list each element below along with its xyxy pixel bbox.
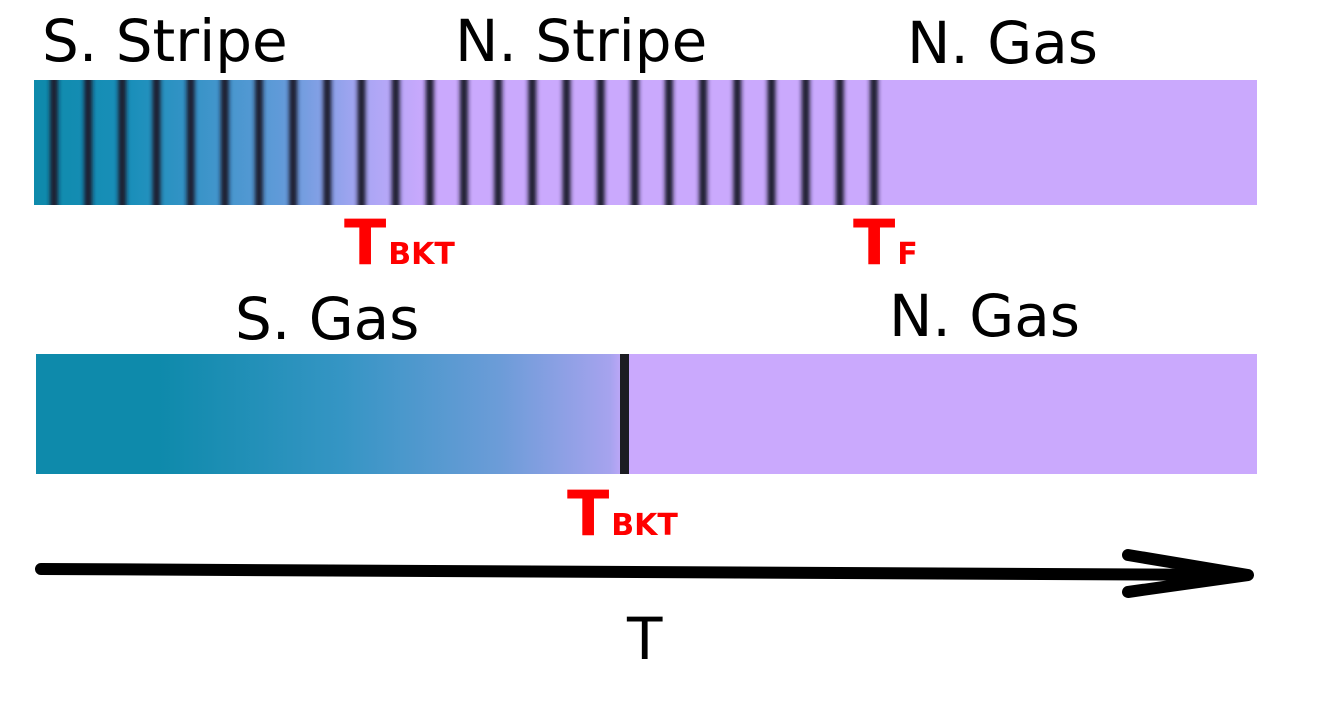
stripe-line	[84, 80, 93, 205]
stripe-line	[357, 80, 366, 205]
axis-shaft	[35, 563, 1246, 581]
stripe-line	[767, 80, 776, 205]
t-f-marker: TF	[853, 212, 918, 274]
stripe-line	[289, 80, 298, 205]
transition-line	[620, 354, 629, 474]
stripe-line	[118, 80, 127, 205]
stripe-line	[870, 80, 878, 205]
stripe-line	[562, 80, 571, 205]
n-gas-label-top: N. Gas	[907, 9, 1098, 77]
axis-label: T	[627, 605, 663, 673]
stripe-line	[699, 80, 708, 205]
stripe-phase-bar	[34, 80, 1257, 205]
stripe-line	[494, 80, 503, 205]
stripe-line	[255, 80, 263, 205]
gas-phase-bar	[36, 354, 1257, 474]
stripe-line	[152, 80, 161, 205]
t-f-sub: F	[897, 237, 918, 272]
stripe-line	[801, 80, 810, 205]
n-gas-label-bottom: N. Gas	[889, 282, 1080, 350]
stripe-line	[425, 80, 434, 205]
stripe-line	[630, 80, 639, 205]
stripe-line	[323, 80, 332, 205]
stripe-line	[733, 80, 742, 205]
stripe-line	[186, 80, 195, 205]
stripe-line	[220, 80, 229, 205]
stripe-line	[460, 80, 468, 205]
s-gas-label: S. Gas	[235, 285, 420, 353]
stripe-line	[391, 80, 400, 205]
t-bkt-marker-bottom: TBKT	[567, 483, 678, 545]
t-bkt-main: T	[344, 206, 387, 279]
s-stripe-label: S. Stripe	[42, 7, 288, 75]
stripe-line	[528, 80, 537, 205]
arrow-head	[1122, 549, 1254, 598]
t-f-main: T	[853, 206, 896, 279]
gas-bar-background	[36, 354, 1257, 474]
t-bkt-main-bottom: T	[567, 477, 610, 550]
n-stripe-label: N. Stripe	[455, 7, 708, 75]
stripe-line	[665, 80, 673, 205]
t-bkt-sub: BKT	[388, 237, 455, 272]
stripe-lines	[50, 80, 878, 205]
stripe-line	[596, 80, 605, 205]
stripe-line	[835, 80, 844, 205]
stripe-bar-background	[34, 80, 1257, 205]
t-bkt-sub-bottom: BKT	[611, 508, 678, 543]
t-bkt-marker-top: TBKT	[344, 212, 455, 274]
stripe-line	[50, 80, 58, 205]
